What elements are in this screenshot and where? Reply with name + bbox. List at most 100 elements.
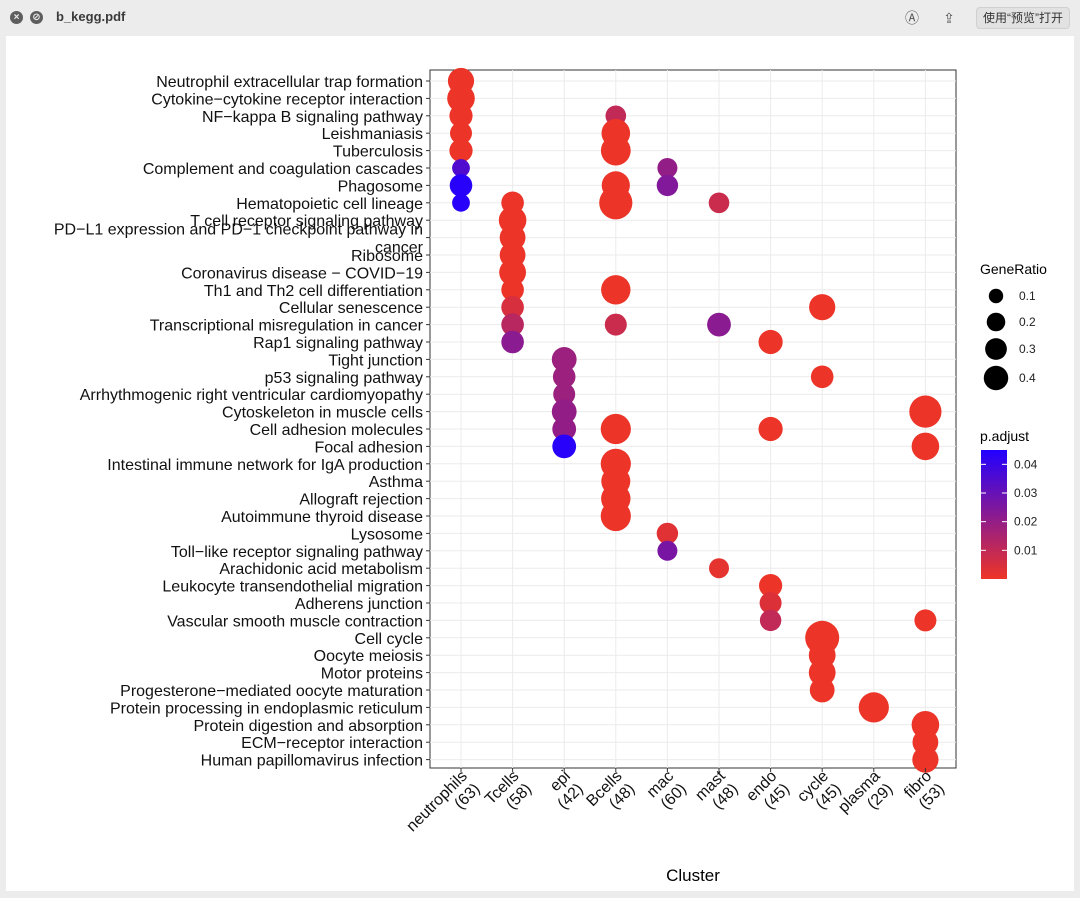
x-tick-label: fibro(53): [901, 768, 948, 813]
markup-pen-icon[interactable]: Ⓐ: [905, 10, 919, 26]
y-tick-label: Hematopoietic cell lineage: [236, 196, 423, 213]
x-tick-label: plasma(29): [835, 768, 896, 817]
y-tick-label: Cytokine−cytokine receptor interaction: [151, 91, 423, 108]
data-point: [449, 139, 473, 163]
y-tick-label: Asthma: [369, 474, 423, 491]
data-point: [709, 558, 729, 579]
y-tick-label: Tight junction: [328, 352, 423, 369]
x-tick-label: epi(42): [547, 768, 587, 813]
y-tick-label: Progesterone−mediated oocyte maturation: [120, 683, 423, 700]
y-tick-label: Human papillomavirus infection: [201, 753, 423, 770]
data-point: [759, 609, 782, 632]
size-legend-label: 0.4: [1019, 371, 1036, 385]
data-point: [759, 574, 783, 598]
data-point: [656, 522, 679, 545]
y-tick-label: p53 signaling pathway: [265, 370, 423, 387]
data-point: [914, 609, 937, 632]
y-tick-label: Coronavirus disease − COVID−19: [181, 265, 423, 282]
data-point: [553, 383, 576, 406]
data-point: [759, 592, 782, 614]
data-point: [499, 259, 526, 286]
y-tick-label: Cell adhesion molecules: [250, 422, 423, 439]
data-point: [600, 500, 631, 532]
data-point: [551, 347, 577, 372]
y-tick-label: Oocyte meiosis: [314, 648, 423, 665]
y-tick-label: Autoimmune thyroid disease: [221, 509, 423, 526]
y-tick-label: Neutrophil extracellular trap formation: [156, 74, 423, 91]
x-tick-label: endo(45): [743, 768, 793, 813]
y-tick-label: Lysosome: [351, 526, 423, 543]
open-with-preview-button[interactable]: 使用“预览”打开: [976, 7, 1070, 29]
y-tick-label: T cell receptor signaling pathway: [190, 213, 423, 230]
color-legend-label: 0.03: [1014, 486, 1038, 500]
data-point: [551, 399, 577, 424]
data-point: [810, 365, 834, 389]
data-point: [449, 174, 473, 197]
y-tick-label: Motor proteins: [321, 666, 423, 683]
y-tick-label: Cell cycle: [355, 631, 424, 648]
data-point: [808, 659, 836, 686]
color-legend-bar: [981, 450, 1007, 579]
x-tick-label: mac(60): [644, 768, 690, 813]
pdf-page: Neutrophil extracellular trap formation C…: [6, 36, 1074, 891]
x-tick-label: Bcells(48): [583, 768, 638, 813]
size-legend-key: [988, 288, 1004, 304]
y-tick-label: Leishmaniasis: [322, 126, 423, 143]
data-point: [552, 365, 576, 389]
y-tick-label: Protein digestion and absorption: [194, 718, 424, 735]
data-point: [809, 294, 836, 321]
y-tick-label: Protein processing in endoplasmic reticu…: [110, 700, 423, 717]
x-tick-label: Tcells(58): [482, 768, 535, 813]
size-legend-key: [983, 365, 1009, 391]
data-point: [758, 329, 783, 355]
data-point: [452, 193, 470, 212]
data-point: [599, 186, 633, 220]
y-tick-label: Leukocyte transendothelial migration: [162, 579, 423, 596]
x-tick-label: mast(48): [692, 767, 741, 812]
y-tick-label: Focal adhesion: [314, 439, 423, 456]
y-tick-label: Complement and coagulation cascades: [143, 161, 423, 178]
color-legend-title: p.adjust: [980, 428, 1029, 444]
data-point: [657, 540, 678, 561]
data-point: [912, 746, 939, 773]
y-tick-label: Cytoskeleton in muscle cells: [222, 405, 423, 422]
close-icon[interactable]: ×: [10, 11, 23, 24]
data-point: [911, 432, 940, 461]
data-point: [707, 312, 731, 337]
x-tick-label: neutrophils(63): [403, 768, 483, 835]
y-tick-label: Arachidonic acid metabolism: [219, 561, 423, 578]
x-axis-label: Cluster: [666, 866, 720, 885]
y-tick-label: Tuberculosis: [333, 144, 423, 161]
data-point: [452, 159, 470, 177]
size-legend-title: GeneRatio: [980, 261, 1047, 277]
data-point: [604, 313, 627, 336]
data-point: [858, 692, 889, 723]
y-tick-label: PD−L1 expression and PD−1 checkpoint pat…: [54, 222, 424, 257]
y-tick-label: Toll−like receptor signaling pathway: [171, 544, 423, 561]
y-tick-label: Cellular senescence: [279, 300, 423, 317]
color-legend-label: 0.01: [1014, 543, 1038, 557]
y-tick-label: Vascular smooth muscle contraction: [167, 613, 423, 630]
y-tick-label: Rap1 signaling pathway: [253, 335, 423, 352]
y-tick-label: Intestinal immune network for IgA produc…: [107, 457, 423, 474]
size-legend-label: 0.2: [1019, 315, 1036, 329]
y-tick-label: Arrhythmogenic right ventricular cardiom…: [80, 387, 423, 404]
size-legend-key: [985, 338, 1007, 360]
minimize-icon[interactable]: ⊘: [30, 11, 43, 24]
share-icon[interactable]: ⇪: [943, 10, 955, 26]
data-point: [809, 677, 835, 703]
window-titlebar: × ⊘ b_kegg.pdf Ⓐ ⇪ 使用“预览”打开: [0, 0, 1080, 36]
data-point: [708, 192, 730, 214]
data-point: [600, 413, 631, 445]
y-tick-label: Th1 and Th2 cell differentiation: [204, 283, 423, 300]
color-legend-label: 0.02: [1014, 515, 1038, 529]
data-point: [450, 122, 472, 145]
data-point: [601, 275, 631, 305]
data-point: [600, 135, 631, 166]
size-legend-key: [986, 312, 1006, 332]
size-legend-label: 0.3: [1019, 342, 1036, 356]
data-point: [449, 104, 473, 128]
y-tick-label: NF−kappa B signaling pathway: [202, 109, 423, 126]
y-tick-label: ECM−receptor interaction: [241, 735, 423, 752]
size-legend-label: 0.1: [1019, 289, 1036, 303]
